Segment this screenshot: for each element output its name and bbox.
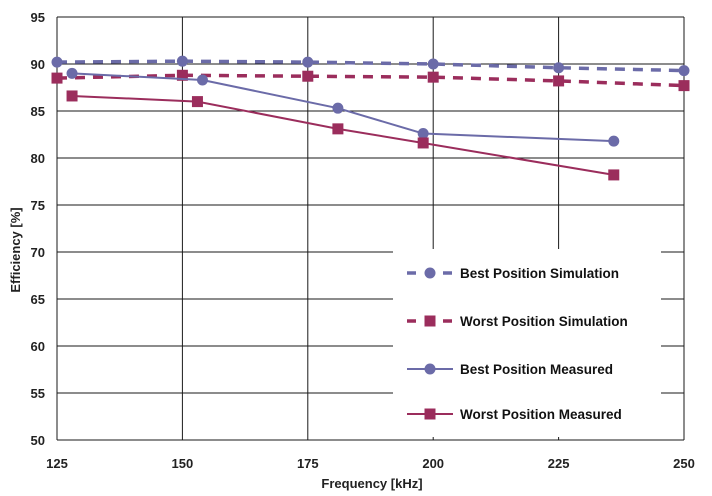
data-point: [302, 70, 314, 82]
legend-label: Worst Position Measured: [460, 407, 622, 422]
legend-label: Best Position Simulation: [460, 266, 619, 281]
legend-swatch-marker: [424, 315, 436, 327]
series-worst-position-simulation: [51, 69, 690, 92]
data-point: [176, 55, 188, 67]
data-point: [332, 123, 344, 135]
x-tick-label: 200: [422, 456, 444, 471]
x-tick-label: 250: [673, 456, 695, 471]
legend-swatch-marker: [424, 363, 436, 375]
x-tick-label: 125: [46, 456, 68, 471]
data-point: [332, 102, 344, 114]
data-point: [302, 56, 314, 68]
data-point: [417, 128, 429, 140]
legend-item: Worst Position Simulation: [407, 314, 628, 329]
data-point: [678, 65, 690, 77]
data-point: [51, 72, 63, 84]
legend-background: [393, 249, 661, 437]
legend-item: Best Position Simulation: [407, 266, 619, 281]
series-best-position-simulation: [51, 55, 690, 77]
y-tick-labels: 50 55 60 65 70 75 80 85 90 95: [31, 10, 45, 448]
data-point: [417, 137, 429, 149]
y-tick-label: 70: [31, 245, 45, 260]
series-best-position-measured: [66, 67, 620, 147]
legend-item: Worst Position Measured: [407, 407, 622, 422]
data-point: [678, 80, 690, 92]
legend-item: Best Position Measured: [407, 362, 613, 377]
data-point: [191, 96, 203, 108]
data-point: [176, 69, 188, 81]
data-point: [553, 75, 565, 87]
data-point: [51, 56, 63, 68]
data-point: [427, 71, 439, 83]
legend-swatch-marker: [424, 408, 436, 420]
y-tick-label: 90: [31, 57, 45, 72]
y-tick-label: 50: [31, 433, 45, 448]
legend: Best Position Simulation Worst Position S…: [393, 249, 661, 437]
y-tick-label: 60: [31, 339, 45, 354]
x-axis-title: Frequency [kHz]: [321, 476, 422, 491]
y-tick-label: 95: [31, 10, 45, 25]
y-tick-label: 75: [31, 198, 45, 213]
series-line: [56, 73, 685, 88]
series-layer: [51, 55, 690, 181]
x-tick-labels: 125 150 175 200 225 250: [46, 456, 695, 471]
data-point: [427, 58, 439, 70]
data-point: [553, 62, 565, 74]
x-tick-label: 175: [297, 456, 319, 471]
y-tick-label: 55: [31, 386, 45, 401]
legend-label: Best Position Measured: [460, 362, 613, 377]
y-axis-title: Efficiency [%]: [8, 207, 23, 292]
y-tick-label: 65: [31, 292, 45, 307]
legend-label: Worst Position Simulation: [460, 314, 628, 329]
data-point: [608, 135, 620, 147]
x-tick-label: 150: [172, 456, 194, 471]
data-point: [66, 67, 78, 79]
data-point: [66, 90, 78, 102]
y-tick-label: 85: [31, 104, 45, 119]
series-line: [56, 59, 685, 73]
y-tick-label: 80: [31, 151, 45, 166]
legend-swatch-marker: [424, 267, 436, 279]
data-point: [608, 169, 620, 181]
series-worst-position-measured: [66, 90, 620, 181]
data-point: [196, 74, 208, 86]
x-tick-label: 225: [548, 456, 570, 471]
